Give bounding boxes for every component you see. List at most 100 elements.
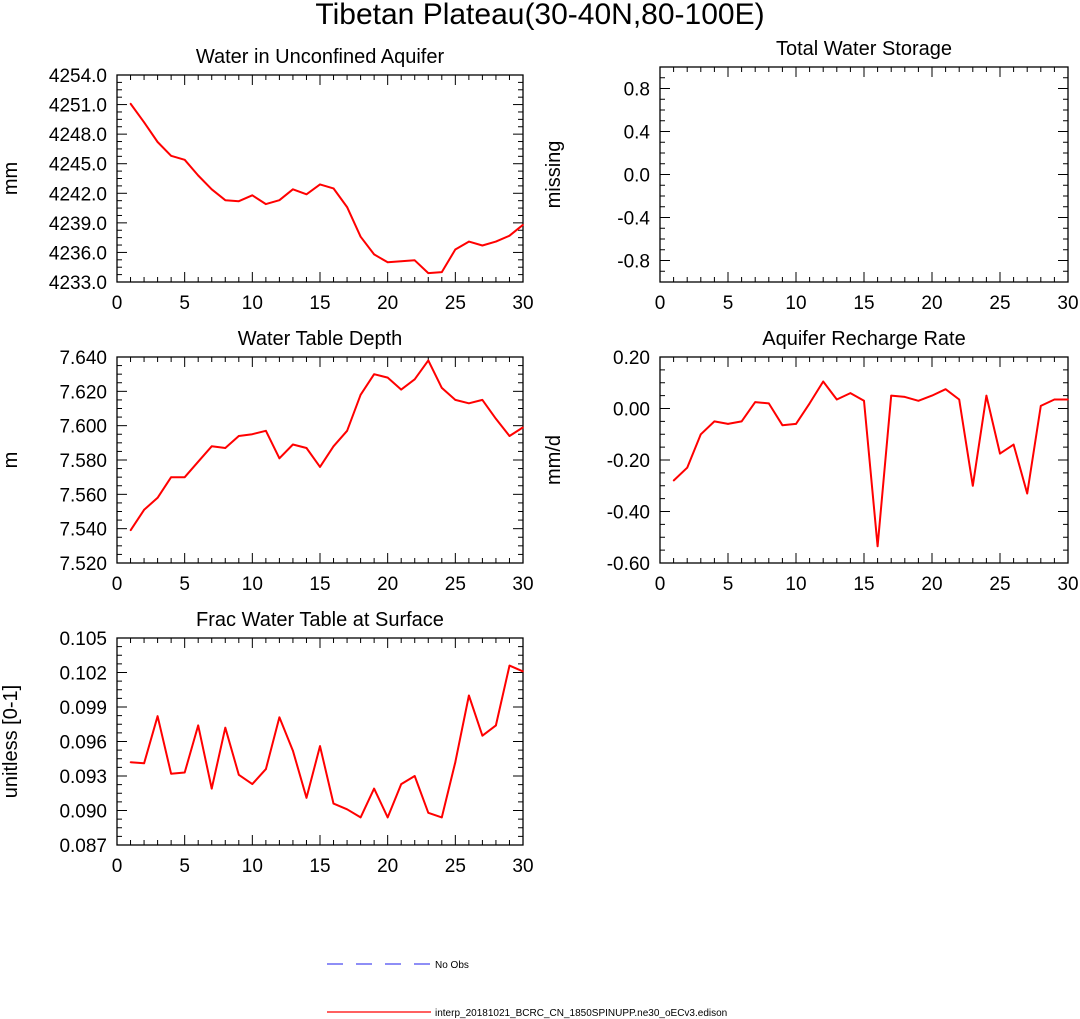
data-point bbox=[944, 388, 947, 390]
data-point bbox=[468, 694, 470, 697]
x-tick-label: 30 bbox=[512, 574, 533, 595]
data-point bbox=[359, 816, 362, 819]
y-tick-label: -0.40 bbox=[607, 503, 650, 524]
x-tick-label: 15 bbox=[853, 574, 874, 595]
data-point bbox=[346, 206, 348, 208]
plot-frame bbox=[116, 356, 524, 564]
series-line-aquifer-recharge-rate bbox=[672, 380, 1068, 548]
y-tick-label: 7.580 bbox=[59, 451, 107, 472]
y-tick-label: 7.520 bbox=[59, 554, 107, 575]
y-tick-label: -0.60 bbox=[607, 554, 650, 575]
data-point bbox=[197, 724, 199, 727]
x-tick-label: 15 bbox=[309, 574, 330, 595]
x-tick-label: 10 bbox=[785, 574, 806, 595]
data-point bbox=[822, 380, 824, 383]
data-point bbox=[278, 457, 281, 460]
data-point bbox=[727, 423, 729, 425]
data-point bbox=[972, 484, 974, 487]
data-point bbox=[481, 734, 484, 737]
chart-total-water-storage: Total Water Storage missing 0 5 10 15 20 25 30 -0… bbox=[543, 38, 1079, 314]
data-point bbox=[224, 199, 227, 201]
data-point bbox=[454, 248, 457, 251]
data-point bbox=[319, 466, 321, 468]
data-point bbox=[454, 399, 457, 401]
y-axis-label: unitless [0-1] bbox=[0, 685, 22, 798]
chart-title: Frac Water Table at Surface bbox=[196, 609, 444, 631]
data-point bbox=[999, 452, 1001, 455]
data-point bbox=[413, 378, 416, 381]
x-tick-label: 30 bbox=[512, 856, 533, 877]
x-tick-label: 10 bbox=[242, 293, 263, 314]
x-tick-label: 20 bbox=[921, 574, 942, 595]
data-point bbox=[386, 261, 389, 264]
data-point bbox=[197, 460, 199, 463]
y-tick-label: 0.102 bbox=[59, 664, 107, 685]
y-tick-label: 0.090 bbox=[59, 802, 107, 823]
data-point bbox=[1012, 443, 1015, 446]
data-point bbox=[400, 388, 403, 391]
chart-title: Water Table Depth bbox=[238, 328, 403, 350]
data-point bbox=[495, 418, 497, 420]
data-point bbox=[522, 426, 524, 429]
data-point bbox=[224, 726, 227, 729]
data-point bbox=[251, 783, 254, 785]
y-tick-label: 4248.0 bbox=[49, 125, 107, 146]
data-point bbox=[441, 816, 443, 819]
data-point bbox=[1053, 398, 1056, 401]
x-tick-label: 0 bbox=[655, 574, 666, 595]
chart-title: Aquifer Recharge Rate bbox=[762, 328, 965, 350]
data-point bbox=[238, 435, 240, 437]
data-point bbox=[224, 447, 227, 449]
x-tick-label: 15 bbox=[309, 856, 330, 877]
data-point bbox=[183, 158, 186, 161]
data-point bbox=[876, 545, 879, 548]
y-tick-label: 0.105 bbox=[59, 629, 107, 650]
data-point bbox=[495, 240, 497, 243]
data-point bbox=[346, 808, 348, 811]
x-tick-label: 25 bbox=[445, 856, 466, 877]
data-point bbox=[386, 816, 389, 819]
plot-frame bbox=[116, 74, 524, 283]
y-tick-label: -0.8 bbox=[617, 252, 650, 273]
legend-model-label: interp_20181021_BCRC_CN_1850SPINUPP.ne30… bbox=[435, 1008, 727, 1019]
data-point bbox=[346, 430, 348, 432]
y-tick-label: 4239.0 bbox=[49, 214, 107, 235]
data-point bbox=[373, 787, 375, 790]
x-tick-label: 20 bbox=[377, 574, 398, 595]
data-point bbox=[768, 402, 770, 405]
data-point bbox=[1040, 405, 1042, 407]
data-point bbox=[522, 224, 524, 226]
y-tick-label: 7.560 bbox=[59, 485, 107, 506]
x-tick-label: 20 bbox=[921, 293, 942, 314]
data-point bbox=[278, 199, 281, 201]
x-tick-label: 15 bbox=[309, 293, 330, 314]
data-point bbox=[1067, 398, 1069, 401]
data-point bbox=[305, 797, 308, 799]
y-tick-label: -0.4 bbox=[617, 209, 650, 230]
data-point bbox=[156, 715, 159, 717]
data-point bbox=[917, 399, 920, 402]
data-point bbox=[210, 787, 213, 790]
plot-frame bbox=[659, 356, 1069, 564]
data-point bbox=[251, 194, 254, 197]
data-point bbox=[958, 398, 960, 401]
x-tick-label: 0 bbox=[112, 574, 123, 595]
figure-title: Tibetan Plateau(30-40N,80-100E) bbox=[315, 0, 764, 31]
data-point bbox=[292, 749, 294, 752]
x-tick-label: 5 bbox=[723, 293, 734, 314]
data-point bbox=[143, 762, 145, 765]
x-tick-label: 0 bbox=[112, 293, 123, 314]
data-point bbox=[400, 260, 403, 263]
data-point bbox=[265, 768, 267, 770]
x-tick-label: 15 bbox=[853, 293, 874, 314]
data-point bbox=[836, 398, 838, 401]
x-tick-label: 10 bbox=[242, 856, 263, 877]
data-point bbox=[197, 174, 199, 177]
data-point bbox=[305, 447, 308, 449]
y-tick-label: 4242.0 bbox=[49, 184, 107, 205]
y-tick-label: 0.096 bbox=[59, 733, 107, 754]
chart-title: Total Water Storage bbox=[776, 38, 952, 60]
data-point bbox=[985, 394, 988, 397]
data-point bbox=[931, 394, 933, 397]
